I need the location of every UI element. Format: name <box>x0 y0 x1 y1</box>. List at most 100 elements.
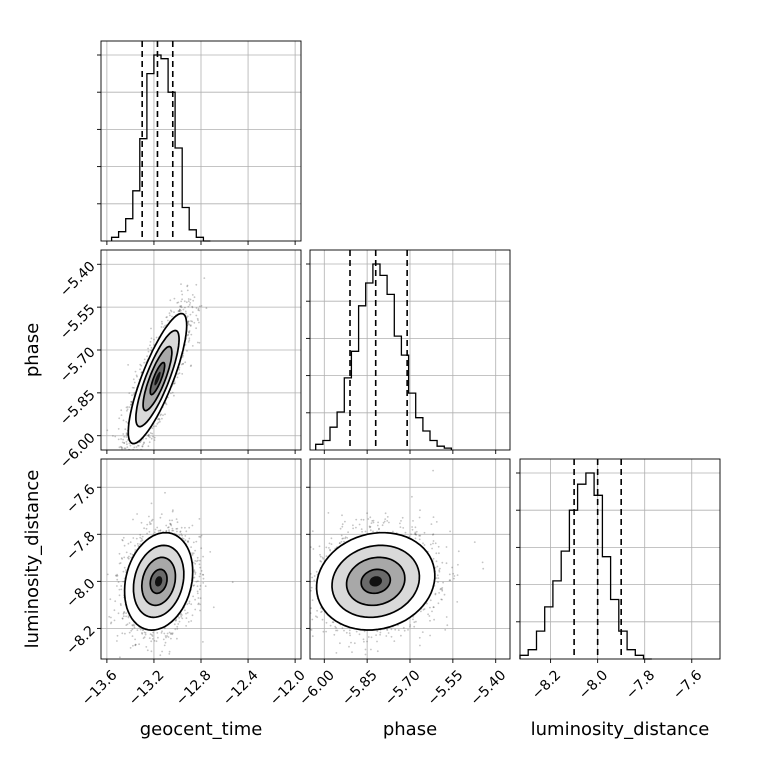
scatter-point <box>173 394 175 397</box>
scatter-point <box>147 435 150 438</box>
scatter-point <box>161 650 164 653</box>
scatter-point <box>194 598 197 601</box>
scatter-point <box>397 629 400 631</box>
scatter-point <box>143 441 145 444</box>
scatter-point <box>137 545 140 547</box>
scatter-point <box>203 277 206 279</box>
scatter-point <box>193 569 196 572</box>
scatter-point <box>128 406 131 408</box>
scatter-point <box>190 320 192 322</box>
scatter-point <box>179 306 182 308</box>
scatter-point <box>372 519 375 522</box>
scatter-point <box>168 519 171 522</box>
scatter-point <box>191 614 194 617</box>
scatter-point <box>120 604 122 606</box>
scatter-point <box>171 529 174 532</box>
scatter-point <box>169 522 172 525</box>
scatter-point <box>190 333 193 336</box>
scatter-point <box>415 533 417 536</box>
histogram-panel-phase <box>306 249 511 454</box>
scatter-point <box>194 573 197 575</box>
scatter-point <box>147 434 150 437</box>
scatter-point <box>186 603 189 606</box>
scatter-point <box>168 653 171 655</box>
scatter-point <box>189 325 192 327</box>
scatter-point <box>150 640 153 643</box>
scatter-point <box>166 635 169 637</box>
scatter-point <box>119 603 122 605</box>
scatter-point <box>175 619 178 622</box>
scatter-point <box>351 651 353 653</box>
scatter-point <box>135 446 138 448</box>
scatter-point <box>191 311 194 314</box>
contour-line <box>142 345 173 412</box>
scatter-point <box>199 566 202 569</box>
scatter-point <box>126 406 129 408</box>
scatter-point <box>188 304 191 306</box>
scatter-point <box>481 561 484 564</box>
scatter-point <box>113 609 116 612</box>
scatter-point <box>438 552 440 555</box>
scatter-point <box>144 632 147 634</box>
scatter-point <box>146 523 149 526</box>
scatter-point <box>342 537 345 540</box>
scatter-point <box>110 616 112 619</box>
scatter-point <box>123 611 125 614</box>
scatter-point <box>148 521 151 524</box>
scatter-point <box>199 536 202 538</box>
scatter-point <box>120 588 123 591</box>
scatter-point <box>121 632 124 635</box>
scatter-point <box>140 521 143 524</box>
scatter-point <box>384 518 387 520</box>
scatter-point <box>188 339 191 342</box>
scatter-point <box>135 537 138 540</box>
scatter-point <box>139 363 142 366</box>
scatter-point <box>197 319 199 321</box>
scatter-point <box>167 319 169 322</box>
scatter-point <box>151 634 153 636</box>
scatter-point <box>179 530 182 533</box>
scatter-point <box>192 552 195 555</box>
scatter-point <box>186 315 189 318</box>
scatter-point <box>118 552 121 555</box>
scatter-point <box>312 548 315 550</box>
scatter-point <box>130 401 133 403</box>
scatter-point <box>384 512 387 515</box>
scatter-point <box>149 633 152 636</box>
scatter-point <box>153 436 156 439</box>
contour-line <box>123 531 194 631</box>
scatter-point <box>194 549 197 552</box>
scatter-point <box>108 615 111 618</box>
scatter-point <box>414 532 416 535</box>
scatter-point <box>159 516 162 519</box>
scatter-point <box>188 602 191 605</box>
scatter-point <box>181 617 184 620</box>
scatter-point <box>184 535 187 537</box>
scatter-point <box>199 597 202 600</box>
scatter-point <box>134 370 137 373</box>
scatter-point <box>157 636 159 639</box>
scatter-point <box>116 640 118 642</box>
scatter-point <box>169 314 171 317</box>
scatter-point <box>212 606 215 609</box>
scatter-point <box>196 556 199 559</box>
scatter-point <box>157 418 159 421</box>
scatter-point <box>161 322 164 325</box>
scatter-point <box>202 574 205 576</box>
scatter-point <box>194 560 197 562</box>
scatter-point <box>120 409 123 412</box>
scatter-point <box>123 442 126 444</box>
scatter-point <box>195 307 198 309</box>
histogram-step-luminosity_distance <box>519 472 652 660</box>
scatter-point <box>176 302 179 304</box>
scatter-point <box>187 341 190 343</box>
scatter-point <box>197 309 200 311</box>
scatter-point <box>165 529 168 532</box>
scatter-point <box>188 331 191 334</box>
scatter-point <box>125 440 128 443</box>
scatter-point <box>165 636 167 639</box>
scatter-point <box>196 317 199 320</box>
scatter-point <box>134 638 137 641</box>
scatter-point <box>163 627 166 630</box>
scatter-point <box>140 540 142 543</box>
